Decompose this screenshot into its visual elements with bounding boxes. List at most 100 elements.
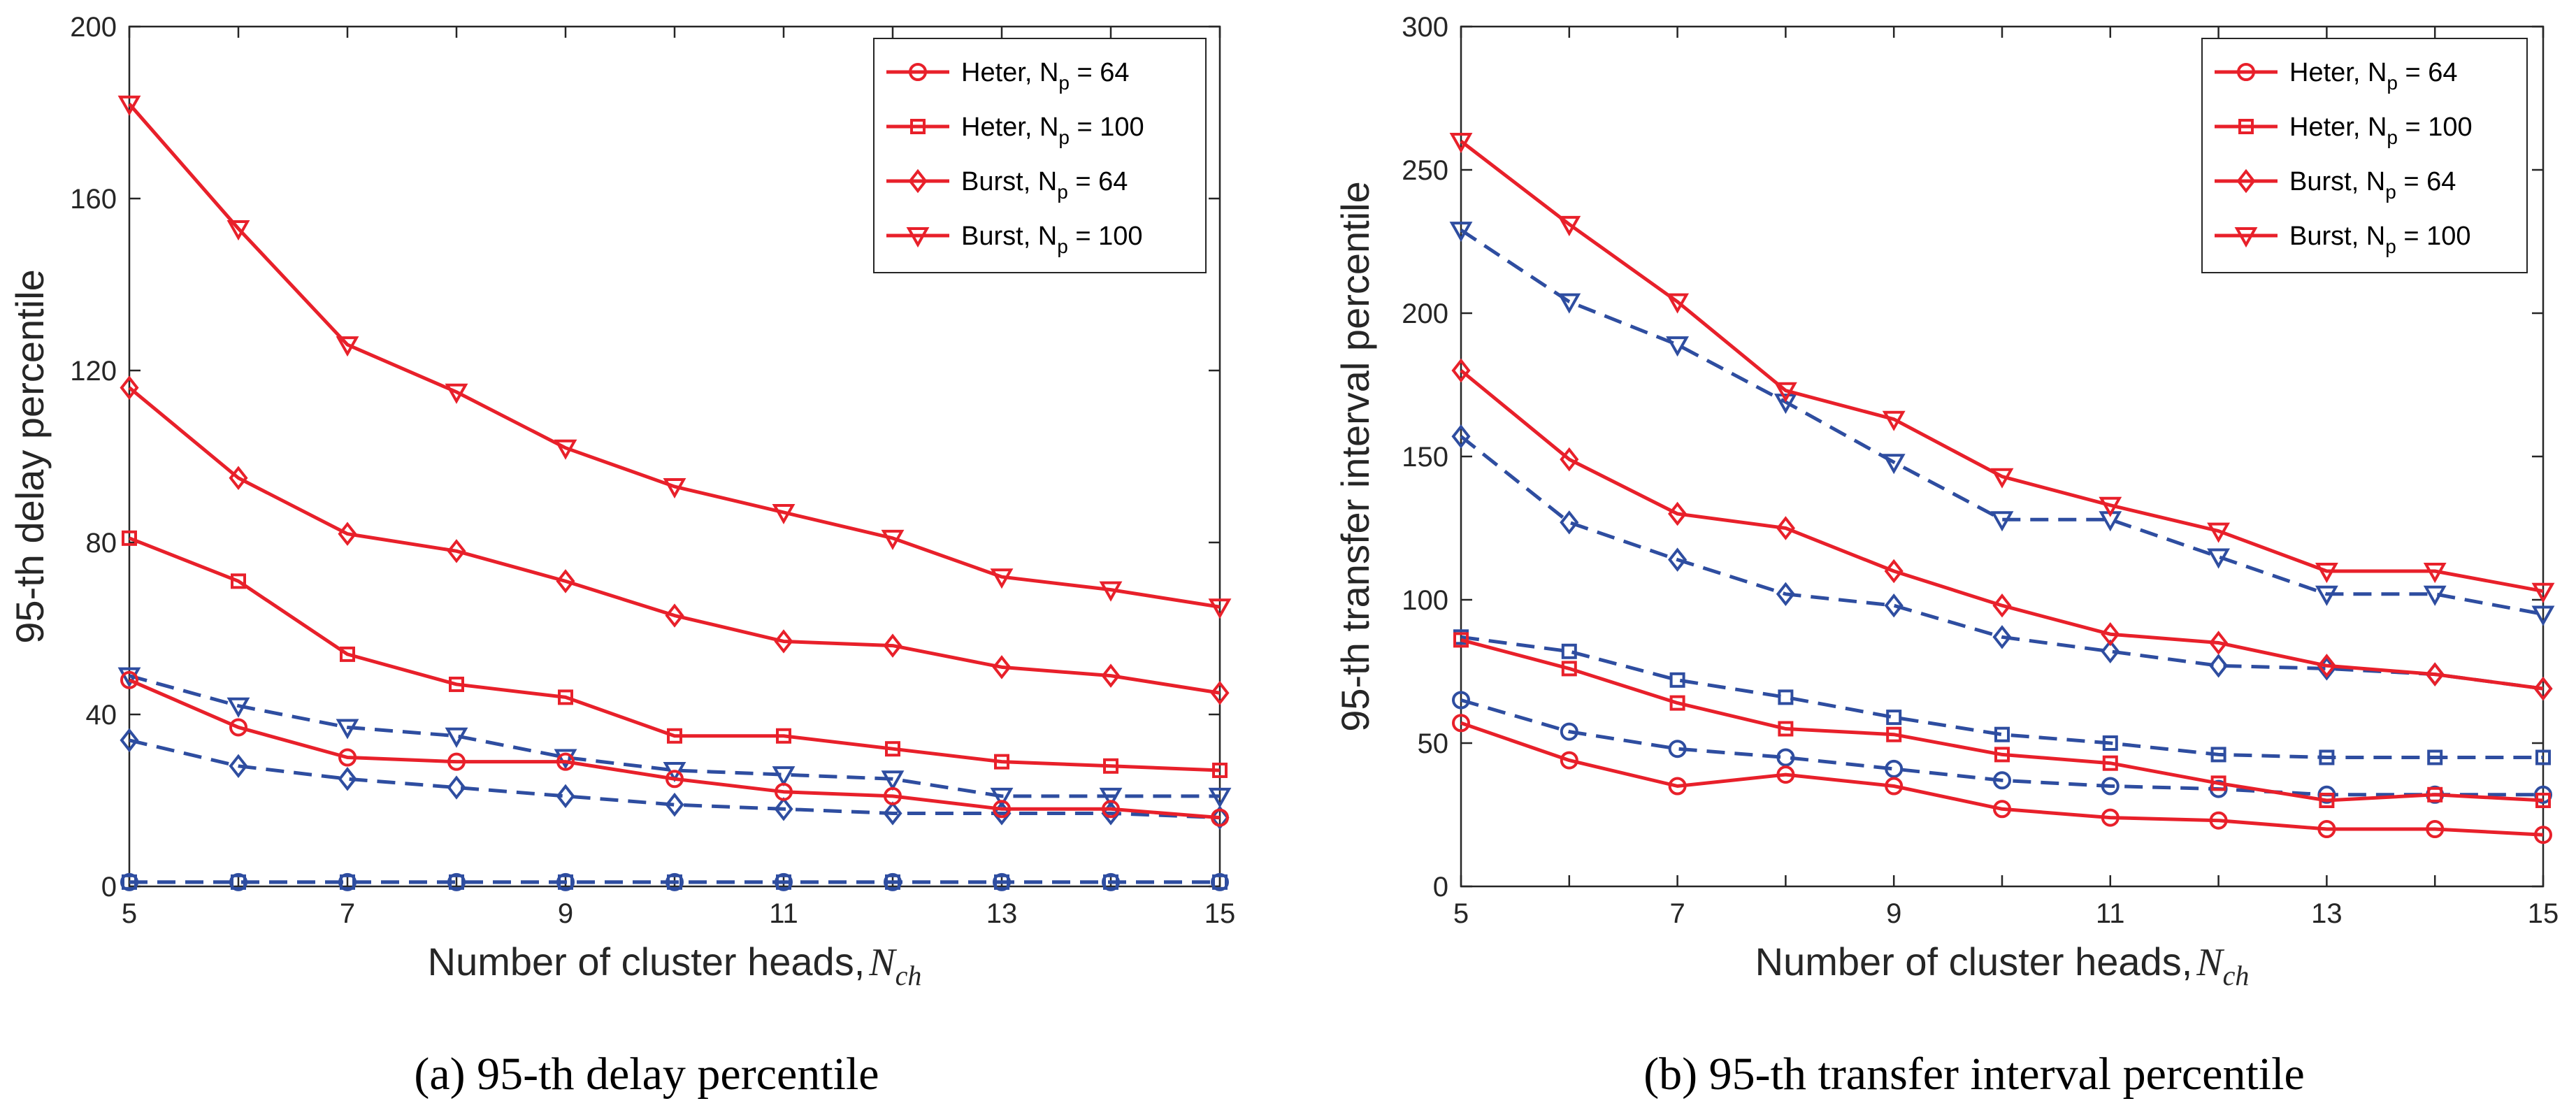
legend-item: Burst, Np = 100 bbox=[886, 222, 1143, 257]
y-tick-label: 0 bbox=[1433, 872, 1448, 902]
data-point bbox=[2319, 793, 2335, 808]
series bbox=[120, 670, 1229, 827]
series bbox=[1453, 632, 2551, 808]
legend-label-prefix: Heter, N bbox=[961, 58, 1058, 87]
legend-label-prefix: Burst, N bbox=[2289, 222, 2385, 251]
legend-label: Burst, Np = 64 bbox=[2289, 167, 2456, 203]
legend-label-suffix: = 100 bbox=[2398, 113, 2473, 142]
data-point bbox=[2315, 563, 2338, 584]
data-point bbox=[122, 874, 137, 890]
caption-text: 95-th delay percentile bbox=[466, 1049, 879, 1100]
data-point bbox=[772, 766, 796, 787]
data-point bbox=[447, 539, 466, 563]
legend-label-suffix: = 100 bbox=[1070, 113, 1144, 142]
x-axis-title: Number of cluster heads, Nch bbox=[1755, 940, 2250, 991]
y-tick-label: 40 bbox=[86, 700, 117, 731]
data-point bbox=[2423, 563, 2447, 584]
legend-box bbox=[2201, 38, 2528, 273]
y-tick-label: 200 bbox=[1402, 298, 1448, 329]
chart-a: 5 7 9 11 13 15 0 40 80 120 160 200 95-th delay perce… bbox=[8, 12, 1235, 1100]
data-point bbox=[1884, 593, 1904, 618]
x-tick-label: 15 bbox=[2528, 898, 2559, 929]
data-point bbox=[447, 775, 466, 800]
data-point bbox=[881, 529, 905, 550]
data-point bbox=[1668, 501, 1688, 526]
data-point bbox=[1669, 695, 1685, 711]
y-axis-title: 95-th delay percentile bbox=[8, 269, 52, 643]
data-point bbox=[445, 383, 468, 404]
data-point bbox=[994, 874, 1009, 890]
x-axis-title-symbol: N bbox=[2196, 941, 2224, 984]
data-point bbox=[338, 767, 357, 791]
data-point bbox=[340, 646, 355, 662]
data-point bbox=[1668, 777, 1687, 796]
data-point bbox=[1992, 625, 2012, 649]
x-tick-label: 11 bbox=[769, 898, 798, 929]
legend-marker bbox=[2238, 119, 2254, 134]
data-point bbox=[1885, 759, 1904, 778]
data-point bbox=[2210, 747, 2226, 763]
data-point bbox=[2531, 605, 2555, 626]
y-axis-title: 95-th transfer interval percentile bbox=[1333, 181, 1377, 732]
data-point bbox=[120, 375, 139, 400]
data-point bbox=[1210, 805, 1230, 830]
x-axis-title-subscript: ch bbox=[2223, 960, 2250, 991]
data-point bbox=[229, 466, 248, 490]
data-point bbox=[1882, 410, 1906, 431]
data-point bbox=[1993, 800, 2011, 819]
legend-marker bbox=[908, 168, 928, 194]
data-point bbox=[667, 728, 682, 744]
data-point bbox=[1882, 454, 1906, 475]
caption-label: (b) bbox=[1643, 1049, 1697, 1100]
data-point bbox=[120, 728, 139, 753]
data-point bbox=[449, 676, 464, 692]
data-point bbox=[1884, 559, 1904, 584]
x-tick-label: 9 bbox=[558, 898, 573, 929]
legend-label-subscript: p bbox=[2385, 181, 2396, 203]
y-tick-label: 50 bbox=[1418, 728, 1449, 759]
data-point bbox=[994, 754, 1009, 770]
y-tick-label: 200 bbox=[70, 12, 117, 43]
data-point bbox=[1668, 547, 1688, 572]
series-line bbox=[1460, 698, 2543, 797]
data-point bbox=[1557, 215, 1581, 236]
legend-label-suffix: = 64 bbox=[2396, 167, 2456, 196]
data-point bbox=[1451, 358, 1471, 383]
data-point bbox=[993, 800, 1011, 819]
series-line bbox=[1460, 635, 2543, 759]
data-point bbox=[2315, 585, 2338, 606]
data-point bbox=[665, 770, 684, 789]
data-point bbox=[122, 530, 137, 546]
data-point bbox=[117, 95, 141, 116]
x-tick-label: 7 bbox=[1669, 898, 1685, 929]
legend-label: Burst, Np = 100 bbox=[961, 222, 1143, 257]
data-point bbox=[1103, 758, 1118, 774]
data-point bbox=[1776, 582, 1795, 607]
data-point bbox=[340, 874, 355, 890]
series bbox=[122, 874, 1228, 890]
data-point bbox=[1994, 747, 2010, 763]
data-point bbox=[1668, 740, 1687, 758]
legend-label-prefix: Burst, N bbox=[961, 222, 1057, 251]
legend-label-prefix: Burst, N bbox=[961, 167, 1057, 196]
series-line bbox=[128, 103, 1221, 609]
legend-label-suffix: = 64 bbox=[1070, 58, 1130, 87]
x-tick-label: 9 bbox=[1886, 898, 1901, 929]
series bbox=[117, 667, 1232, 808]
data-point bbox=[1449, 222, 1473, 243]
data-point bbox=[990, 787, 1014, 808]
data-point bbox=[554, 439, 577, 460]
legend-marker bbox=[2234, 227, 2258, 248]
data-point bbox=[2101, 639, 2120, 664]
data-point bbox=[776, 874, 791, 890]
x-axis-title: Number of cluster heads, Nch bbox=[428, 940, 922, 991]
series bbox=[120, 375, 1230, 705]
data-point bbox=[2317, 654, 2336, 678]
data-point bbox=[2102, 735, 2118, 751]
x-axis-title-subscript: ch bbox=[895, 960, 922, 991]
x-axis-title-text: Number of cluster heads, bbox=[428, 940, 865, 984]
data-point bbox=[1776, 748, 1795, 767]
legend-label-suffix: = 64 bbox=[2398, 58, 2458, 87]
data-point bbox=[1561, 661, 1577, 677]
